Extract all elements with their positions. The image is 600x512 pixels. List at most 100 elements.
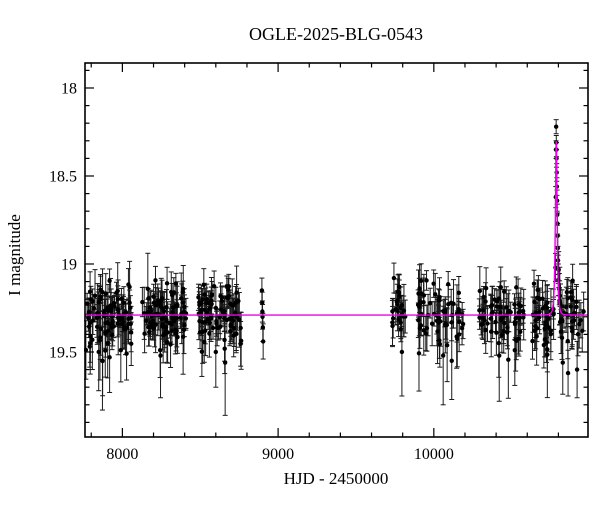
- data-point: [115, 321, 120, 327]
- data-point: [418, 278, 424, 284]
- data-point: [477, 315, 482, 320]
- y-axis-label: I magnitude: [5, 214, 24, 296]
- data-point: [518, 329, 523, 334]
- data-point: [96, 299, 101, 305]
- data-point: [390, 320, 395, 325]
- data-point: [153, 278, 158, 283]
- data-point: [565, 338, 570, 344]
- data-point: [207, 306, 213, 311]
- data-point: [152, 323, 157, 329]
- data-point: [94, 324, 100, 330]
- data-point: [560, 360, 565, 365]
- data-point: [569, 325, 574, 330]
- data-point: [163, 324, 169, 330]
- data-point: [157, 347, 163, 353]
- data-point: [437, 295, 442, 300]
- data-point: [127, 300, 132, 305]
- data-point: [164, 319, 169, 324]
- data-point: [399, 349, 405, 355]
- data-point: [457, 319, 462, 325]
- data-point: [98, 296, 103, 301]
- data-point: [110, 320, 115, 325]
- data-point: [497, 353, 502, 358]
- data-point: [578, 318, 584, 323]
- data-point: [440, 353, 446, 358]
- data-point: [123, 310, 129, 315]
- data-point: [531, 281, 537, 286]
- data-point: [87, 289, 93, 294]
- data-point: [88, 333, 93, 339]
- data-point: [168, 342, 173, 347]
- data-point: [218, 324, 223, 329]
- data-point: [151, 294, 156, 299]
- data-point: [88, 297, 94, 302]
- data-point: [217, 315, 223, 320]
- data-point: [390, 316, 396, 321]
- axis-ticks: [85, 63, 588, 437]
- x-tick-label: 9000: [262, 446, 294, 463]
- data-point: [533, 318, 538, 323]
- data-point: [489, 329, 494, 334]
- data-point: [395, 302, 400, 307]
- error-bars-layer: [84, 119, 587, 416]
- data-point: [127, 284, 132, 290]
- data-point: [108, 308, 114, 314]
- data-point: [174, 316, 179, 321]
- data-point: [199, 301, 204, 306]
- data-point: [483, 299, 488, 304]
- data-point: [160, 322, 166, 327]
- data-point: [103, 331, 108, 337]
- data-point: [145, 286, 151, 292]
- data-point: [434, 313, 440, 318]
- data-point: [201, 282, 207, 288]
- data-point: [234, 290, 239, 295]
- data-point: [118, 348, 124, 353]
- data-point: [171, 290, 177, 295]
- data-point: [205, 316, 211, 322]
- data-point: [158, 298, 164, 303]
- data-point: [233, 300, 238, 305]
- data-point: [421, 299, 426, 305]
- data-point: [445, 282, 451, 287]
- data-point: [534, 334, 539, 339]
- data-point: [87, 344, 92, 349]
- data-point: [543, 322, 548, 327]
- data-point: [204, 296, 209, 302]
- data-point: [107, 355, 112, 360]
- data-point: [459, 326, 465, 331]
- data-point: [449, 358, 454, 363]
- data-point: [581, 309, 586, 314]
- data-point: [548, 328, 554, 333]
- data-point: [103, 348, 108, 353]
- data-point: [545, 300, 550, 305]
- data-point: [494, 299, 500, 304]
- data-point: [181, 286, 186, 292]
- data-point: [483, 286, 489, 291]
- data-point: [238, 325, 243, 331]
- data-point: [497, 304, 503, 310]
- data-point: [129, 341, 134, 346]
- data-point: [124, 325, 130, 330]
- data-point: [577, 321, 582, 327]
- data-point: [121, 300, 127, 306]
- data-point: [391, 275, 397, 281]
- data-point: [222, 337, 227, 343]
- data-point: [86, 324, 92, 329]
- data-point: [540, 296, 545, 301]
- data-point: [160, 306, 165, 311]
- data-point: [214, 321, 219, 326]
- data-point: [530, 338, 535, 344]
- data-point: [542, 336, 548, 342]
- data-point: [147, 329, 152, 335]
- plot-frame: [84, 62, 589, 438]
- data-point: [199, 349, 205, 354]
- data-point: [482, 318, 487, 323]
- data-point: [207, 331, 212, 336]
- data-point: [444, 343, 450, 348]
- data-point: [175, 334, 180, 340]
- data-point: [421, 328, 426, 333]
- data-point: [559, 335, 565, 341]
- data-point: [232, 326, 237, 331]
- data-point: [92, 293, 98, 298]
- data-point: [238, 338, 244, 344]
